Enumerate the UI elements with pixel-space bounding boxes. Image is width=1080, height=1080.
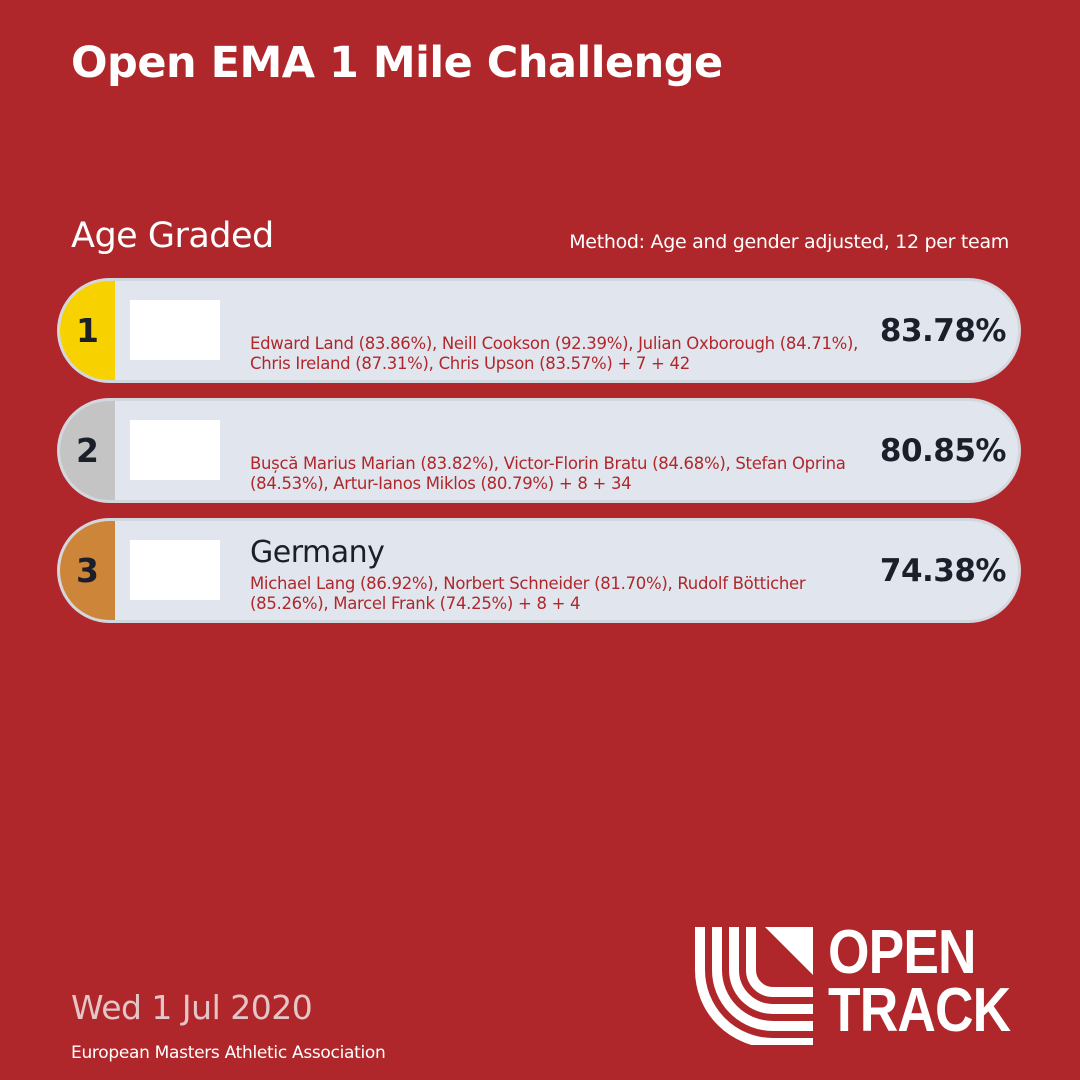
team-name: Germany [250, 535, 385, 570]
team-logo-placeholder [130, 300, 220, 360]
team-members: Michael Lang (86.92%), Norbert Schneider… [250, 574, 806, 613]
rank-badge-gold: 1 [60, 281, 115, 380]
event-date: Wed 1 Jul 2020 [71, 988, 313, 1027]
brand-line-open: OPEN [828, 918, 977, 987]
opentrack-logo-icon [695, 927, 813, 1045]
organization-name: European Masters Athletic Association [71, 1043, 386, 1063]
team-logo-placeholder [130, 540, 220, 600]
opentrack-wordmark: OPEN TRACK [828, 918, 1011, 1045]
team-score: 83.78% [879, 312, 1007, 349]
brand-line-track: TRACK [828, 976, 1011, 1045]
method-description: Method: Age and gender adjusted, 12 per … [569, 231, 1009, 253]
rank-badge-bronze: 3 [60, 521, 115, 620]
team-logo-placeholder [130, 420, 220, 480]
result-row-2: 2 Bușcă Marius Marian (83.82%), Victor-F… [57, 398, 1021, 503]
result-row-1: 1 Edward Land (83.86%), Neill Cookson (9… [57, 278, 1021, 383]
team-score: 80.85% [879, 432, 1007, 469]
team-members: Edward Land (83.86%), Neill Cookson (92.… [250, 334, 859, 373]
team-score: 74.38% [879, 552, 1007, 589]
result-row-3: 3 Germany Michael Lang (86.92%), Norbert… [57, 518, 1021, 623]
ranking-type-heading: Age Graded [71, 216, 274, 256]
rank-badge-silver: 2 [60, 401, 115, 500]
page-title: Open EMA 1 Mile Challenge [71, 38, 723, 88]
team-members: Bușcă Marius Marian (83.82%), Victor-Flo… [250, 454, 846, 493]
